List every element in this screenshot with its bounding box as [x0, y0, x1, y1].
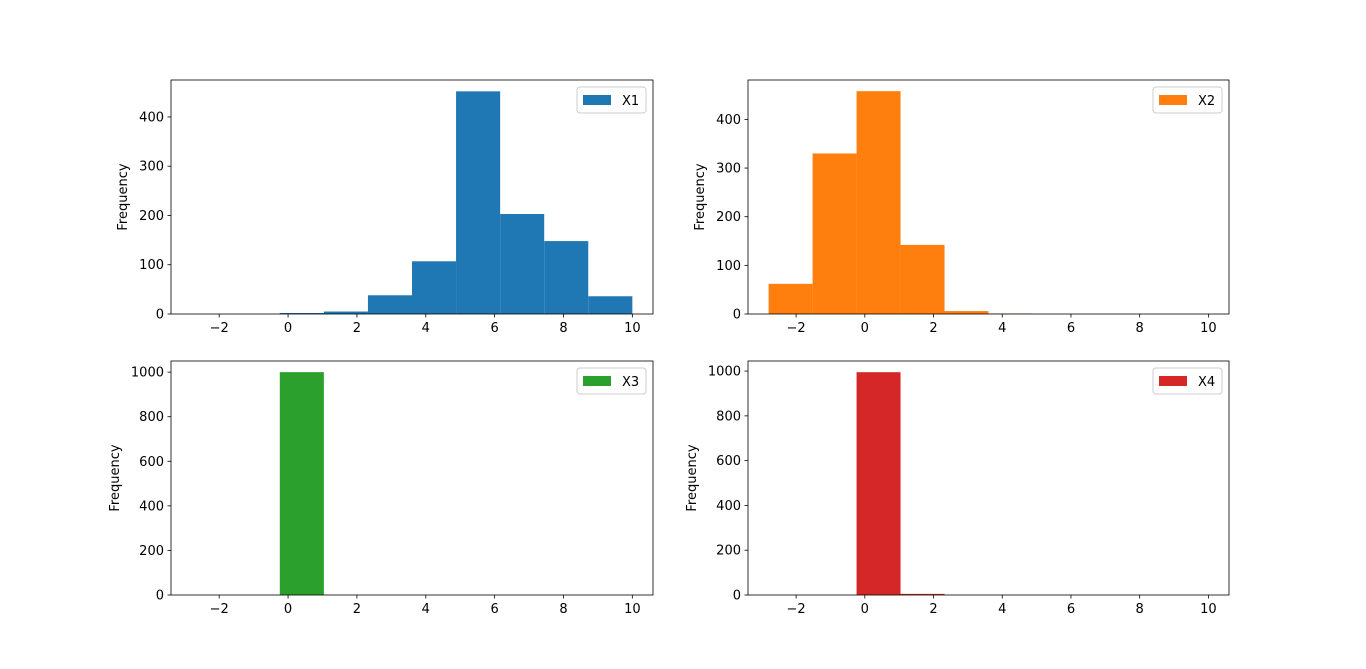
- x-tick-label: 10: [1200, 321, 1217, 336]
- legend-swatch: [583, 95, 611, 105]
- x-tick-label: 4: [422, 602, 430, 617]
- axes-frame: [170, 360, 654, 596]
- legend-label: X4: [1198, 375, 1215, 390]
- histogram-bar: [367, 295, 412, 314]
- axes-frame: [747, 360, 1230, 596]
- histogram-bar: [768, 283, 813, 314]
- x-tick-label: 6: [1067, 321, 1075, 336]
- x-tick-label: 6: [490, 321, 498, 336]
- histogram-bar: [900, 593, 945, 595]
- y-tick-label: 400: [716, 499, 741, 514]
- histogram-bar: [279, 372, 324, 595]
- histogram-bar: [279, 313, 324, 314]
- histogram-bar: [588, 296, 633, 314]
- histogram-bar: [812, 153, 857, 314]
- histogram-bar: [856, 91, 901, 315]
- y-tick-label: 400: [716, 113, 741, 128]
- legend-swatch: [1159, 95, 1187, 105]
- y-tick-label: 300: [139, 160, 164, 175]
- x-tick-label: 0: [284, 602, 292, 617]
- y-axis-label: Frequency: [108, 444, 123, 511]
- subplot-x3: −2 0 2 4 6 8 10 0 200 400 600 800 1000 Frequency X3: [108, 360, 654, 617]
- y-axis-label: Frequency: [693, 163, 708, 230]
- x-tick-label: −2: [787, 602, 806, 617]
- y-tick-label: 200: [139, 544, 164, 559]
- y-tick-label: 0: [733, 308, 741, 323]
- y-tick-label: 200: [716, 544, 741, 559]
- legend-label: X1: [622, 94, 639, 109]
- x-tick-label: 6: [1067, 602, 1075, 617]
- y-tick-label: 200: [139, 209, 164, 224]
- y-tick-label: 600: [716, 454, 741, 469]
- histogram-bar: [323, 311, 368, 314]
- histogram-bar: [900, 244, 945, 314]
- legend-box: [576, 86, 647, 114]
- legend: X3: [576, 367, 647, 395]
- x-tick-label: 10: [624, 602, 641, 617]
- y-tick-label: 100: [716, 259, 741, 274]
- y-tick-label: 0: [733, 589, 741, 604]
- histogram-bar: [500, 213, 545, 314]
- legend-swatch: [1159, 376, 1187, 386]
- y-tick-label: 300: [716, 162, 741, 177]
- y-tick-label: 0: [156, 589, 164, 604]
- legend-box: [1152, 367, 1223, 395]
- x-tick-label: 6: [490, 602, 498, 617]
- x-tick-label: 4: [422, 321, 430, 336]
- histogram-bar: [944, 311, 989, 314]
- x-tick-label: 0: [284, 321, 292, 336]
- y-tick-label: 600: [139, 455, 164, 470]
- histogram-bar: [856, 372, 901, 595]
- x-tick-label: −2: [210, 321, 229, 336]
- x-tick-label: 8: [1136, 602, 1144, 617]
- legend-box: [1152, 86, 1223, 114]
- subplot-x4: −2 0 2 4 6 8 10 0 200 400 600 800 1000 Frequency X4: [685, 360, 1230, 617]
- x-tick-label: 0: [861, 321, 869, 336]
- legend-label: X2: [1198, 94, 1215, 109]
- legend-label: X3: [622, 375, 639, 390]
- y-tick-label: 0: [156, 308, 164, 323]
- legend-box: [576, 367, 647, 395]
- y-tick-label: 1000: [708, 365, 741, 380]
- x-tick-label: 10: [624, 321, 641, 336]
- x-tick-label: 0: [861, 602, 869, 617]
- x-tick-label: 8: [559, 321, 567, 336]
- x-tick-label: 2: [353, 321, 361, 336]
- y-tick-label: 200: [716, 210, 741, 225]
- y-tick-label: 400: [139, 110, 164, 125]
- y-tick-label: 100: [139, 258, 164, 273]
- y-tick-label: 400: [139, 499, 164, 514]
- y-tick-label: 800: [716, 409, 741, 424]
- x-tick-label: 2: [929, 321, 937, 336]
- x-tick-label: −2: [787, 321, 806, 336]
- y-tick-label: 1000: [131, 366, 164, 381]
- legend: X1: [576, 86, 647, 114]
- y-tick-label: 800: [139, 410, 164, 425]
- x-tick-label: 8: [1136, 321, 1144, 336]
- x-tick-label: 4: [998, 602, 1006, 617]
- histogram-bar: [412, 261, 457, 314]
- x-tick-label: 2: [929, 602, 937, 617]
- legend: X4: [1152, 367, 1223, 395]
- legend-swatch: [583, 376, 611, 386]
- legend: X2: [1152, 86, 1223, 114]
- y-axis-label: Frequency: [685, 444, 700, 511]
- y-axis-label: Frequency: [116, 163, 131, 230]
- x-tick-label: −2: [210, 602, 229, 617]
- x-tick-label: 10: [1200, 602, 1217, 617]
- x-tick-label: 2: [353, 602, 361, 617]
- x-tick-label: 8: [559, 602, 567, 617]
- histogram-bar: [544, 241, 589, 314]
- axes-frame: [747, 79, 1230, 315]
- axes-frame: [170, 79, 654, 315]
- x-tick-label: 4: [998, 321, 1006, 336]
- histogram-bar: [456, 91, 501, 314]
